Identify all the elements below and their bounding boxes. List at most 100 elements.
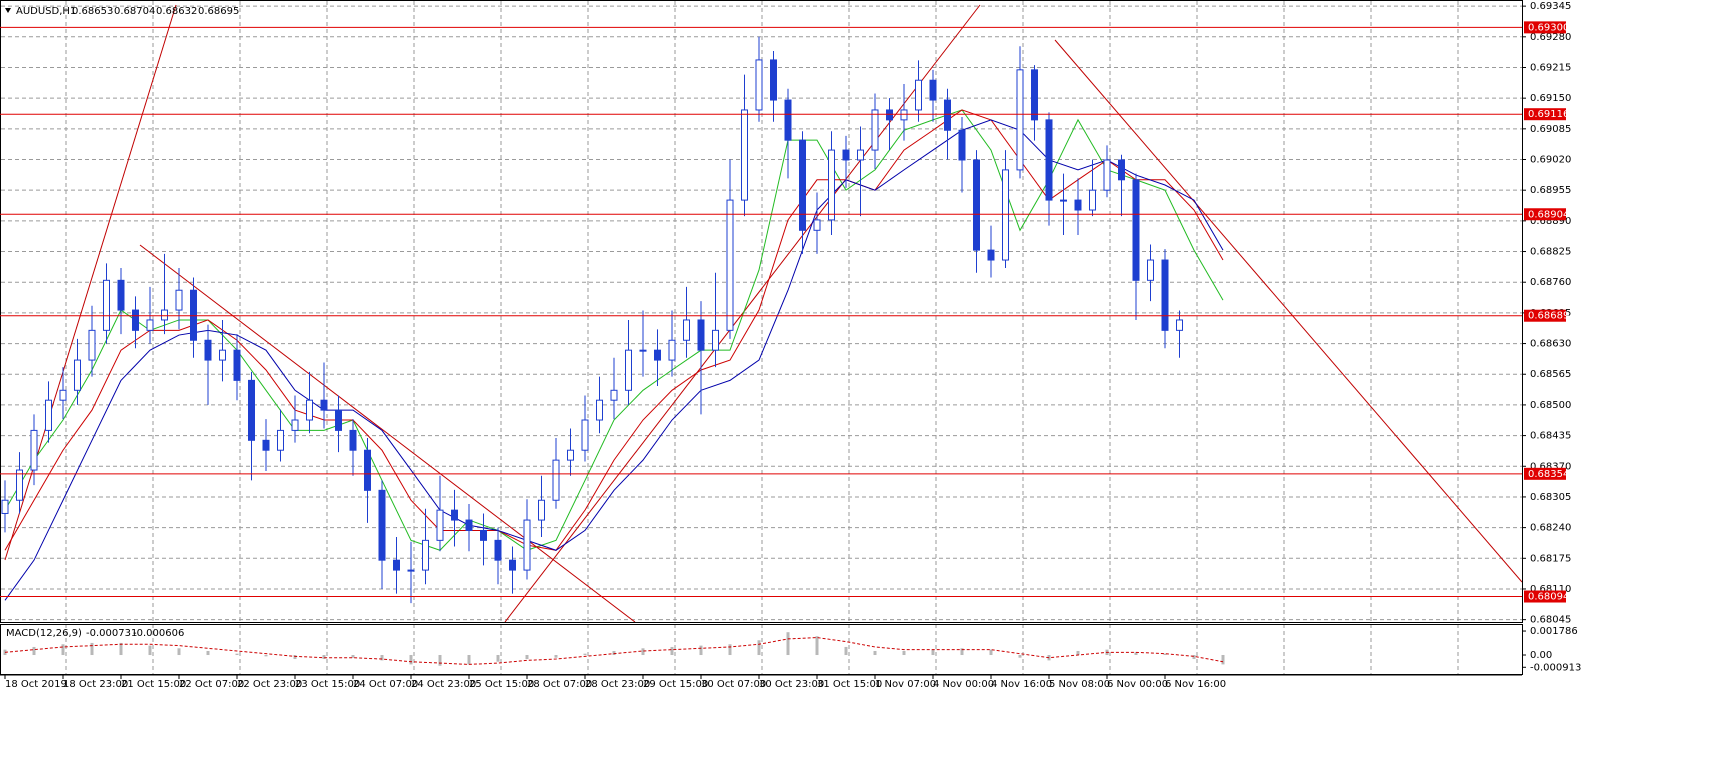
y-tick-label: 0.68435	[1530, 431, 1571, 442]
y-tick-label: 0.68110	[1530, 584, 1571, 595]
x-tick-label: 30 Oct 23:00	[759, 679, 824, 690]
macd-bar	[1018, 655, 1022, 658]
candle-body	[973, 159, 980, 251]
candle-body	[422, 539, 429, 571]
candle-body	[683, 319, 690, 341]
macd-bar	[554, 655, 558, 658]
candle-body	[596, 399, 603, 421]
x-tick-label: 4 Nov 16:00	[991, 679, 1052, 690]
candle-body	[1089, 189, 1096, 211]
macd-bar	[351, 655, 355, 658]
y-tick-label: 0.68175	[1530, 553, 1571, 564]
candle-body	[480, 529, 487, 541]
main-frame	[0, 0, 1523, 623]
macd-bar	[235, 653, 239, 656]
candle-body	[45, 399, 52, 431]
macd-bar	[496, 655, 500, 662]
macd-bar	[380, 655, 384, 661]
candle-body	[16, 469, 23, 501]
candle-body	[813, 219, 821, 231]
macd-bar	[815, 636, 819, 656]
x-tick-label: 22 Oct 07:00	[179, 679, 244, 690]
candle-body	[987, 249, 995, 261]
candle-body	[132, 309, 139, 331]
y-tick-label: 0.68045	[1530, 615, 1571, 626]
candle-body	[1118, 159, 1125, 181]
candle-body	[1, 499, 9, 514]
x-tick-label: 30 Oct 07:00	[701, 679, 766, 690]
x-tick-label: 4 Nov 00:00	[933, 679, 994, 690]
price-level-tag	[1524, 309, 1566, 322]
x-tick-label: 23 Oct 15:00	[295, 679, 360, 690]
candle-body	[1103, 159, 1111, 191]
y-tick-label: 0.69150	[1530, 93, 1571, 104]
macd-bar	[322, 655, 326, 660]
macd-signal	[4, 637, 1224, 665]
candle-body	[465, 519, 473, 531]
y-tick-label: 0.69215	[1530, 62, 1571, 73]
quote-low: 0.68632	[156, 6, 197, 17]
macd-bar	[902, 650, 906, 656]
candle-body	[277, 429, 284, 451]
candle-body	[436, 509, 444, 541]
quote-close: 0.68695	[198, 6, 239, 17]
candle-body	[567, 449, 574, 461]
trend-line	[1054, 39, 1522, 583]
candle-body	[581, 419, 589, 451]
macd-bar	[757, 640, 761, 656]
trend-line	[139, 244, 636, 622]
macd-bar	[409, 655, 413, 665]
candle-body	[697, 319, 705, 351]
candle-body	[625, 349, 632, 391]
macd-bar	[1134, 652, 1138, 656]
price-level-label: 0.68354	[1528, 469, 1569, 480]
candle-body	[1074, 199, 1082, 211]
quote-open: 0.68653	[72, 6, 113, 17]
macd-bar	[1163, 653, 1167, 656]
candle-body	[1060, 199, 1067, 202]
y-tick-label: 0.68565	[1530, 369, 1571, 380]
candle-body	[407, 569, 415, 572]
candle-body	[30, 429, 38, 471]
x-tick-label: 18 Oct 2019	[5, 679, 67, 690]
candle-body	[755, 59, 763, 111]
candle-body	[610, 389, 618, 401]
candle-body	[494, 539, 502, 561]
y-tick-label: 0.69085	[1530, 124, 1571, 135]
candle-body	[248, 379, 255, 441]
candle-body	[1176, 319, 1183, 331]
candle-body	[1045, 119, 1053, 201]
menu-arrow[interactable]	[5, 8, 11, 13]
macd-signal-value: -0.000606	[133, 628, 184, 639]
macd-bar	[206, 650, 210, 656]
x-tick-label: 28 Oct 23:00	[585, 679, 650, 690]
macd-bar	[960, 648, 964, 656]
macd-bar	[438, 655, 442, 666]
candle-body	[900, 109, 908, 121]
macd-title: MACD(12,26,9)	[6, 628, 82, 639]
candle-body	[552, 459, 560, 501]
candle-body	[262, 439, 270, 451]
macd-tick-label: 0.00	[1530, 650, 1552, 661]
price-level-tag	[1524, 108, 1566, 121]
price-level-tag	[1524, 467, 1566, 480]
candle-body	[842, 149, 850, 161]
y-tick-label: 0.69020	[1530, 155, 1571, 166]
candle-body	[944, 99, 951, 131]
candle-body	[306, 399, 313, 421]
price-level-label: 0.69116	[1528, 109, 1569, 120]
macd-bar	[873, 650, 877, 656]
macd-bar	[728, 644, 732, 656]
macd-bar	[264, 655, 268, 657]
candle-body	[915, 79, 922, 111]
macd-bar	[1076, 650, 1080, 656]
candle-body	[233, 349, 241, 381]
candle-body	[523, 519, 531, 571]
candle-body	[74, 359, 81, 391]
candle-body	[117, 279, 125, 311]
x-tick-label: 24 Oct 23:00	[411, 679, 476, 690]
candle-body	[639, 349, 647, 352]
x-tick-label: 24 Oct 07:00	[353, 679, 418, 690]
candle-body	[349, 429, 357, 451]
price-level-label: 0.69300	[1528, 22, 1569, 33]
